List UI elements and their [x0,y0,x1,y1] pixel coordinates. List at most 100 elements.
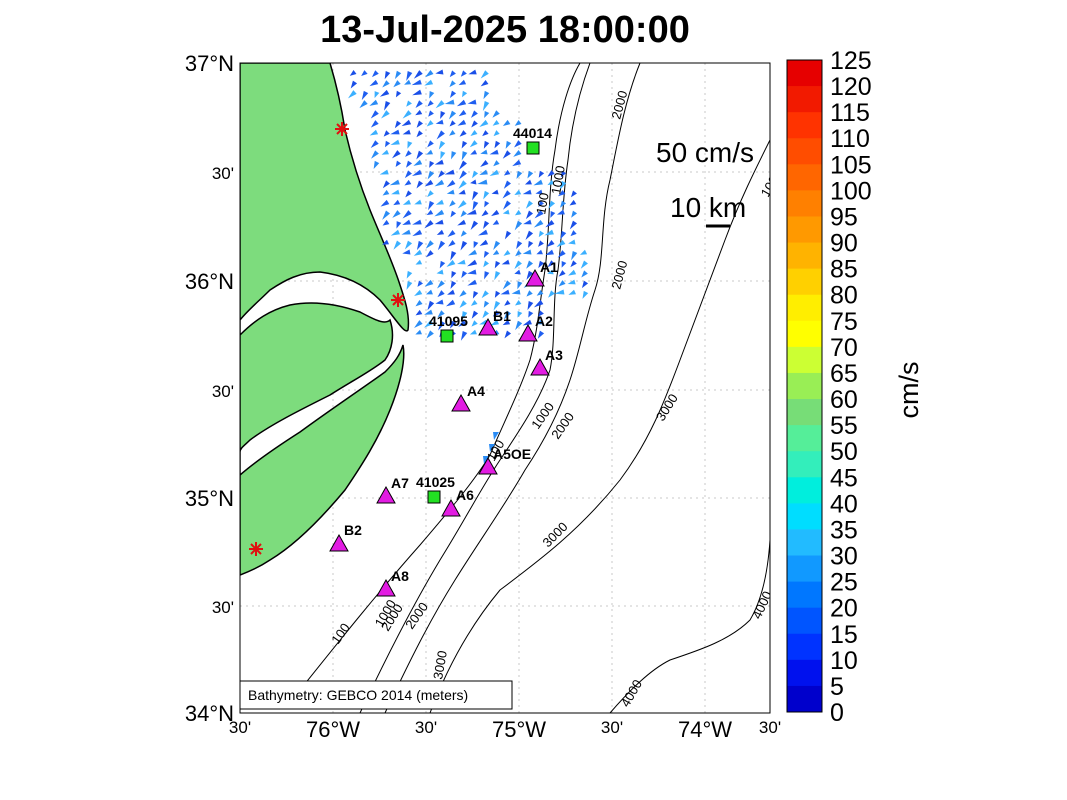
current-vector [390,129,400,135]
current-vector [472,190,479,201]
current-vector [494,260,501,269]
station-label: 41095 [429,313,468,329]
current-vector [414,199,422,205]
current-vector [481,210,489,217]
mooring-marker[interactable] [329,533,349,552]
current-vector [514,140,522,148]
station-label: A3 [545,347,563,363]
current-vector [435,199,444,205]
colorbar-tick-label: 10 [830,647,858,675]
current-vector [389,179,400,186]
current-vector [493,130,500,137]
current-vector [416,120,424,128]
current-vector [556,209,565,215]
current-vector [570,230,577,237]
current-vector [545,219,555,228]
current-vector [426,120,434,127]
current-vector [560,230,567,240]
current-vector [567,279,576,285]
current-vector [437,280,445,289]
mooring-marker[interactable] [376,578,396,597]
colorbar-tick-label: 100 [830,177,872,205]
current-vector [404,170,412,179]
current-vector [393,199,401,206]
current-vector [384,140,391,148]
lat-tick-labels: 37°N 30' 36°N 30' 35°N 30' 34°N [185,51,234,726]
current-vector [517,310,523,318]
current-vector [436,130,445,140]
mooring-marker[interactable] [451,393,471,412]
current-vector [444,169,455,175]
current-vector [445,299,456,307]
current-vector [393,240,402,250]
current-vector [371,150,379,159]
colorbar-segment [787,346,822,374]
mooring-marker[interactable] [441,498,461,517]
current-vector [492,119,500,126]
current-vector [522,319,532,326]
mooring-marker[interactable] [530,357,550,376]
current-vector [402,219,411,225]
contour-label: 3000 [430,649,450,680]
current-vector [493,160,500,167]
mooring-marker[interactable] [525,268,545,287]
mooring-marker[interactable] [376,485,396,504]
current-vector [467,99,477,105]
colorbar-tick-label: 30 [830,543,858,571]
current-vector [424,79,434,86]
current-vector [415,300,423,307]
current-vector [412,219,422,225]
current-vector [492,219,500,225]
current-vector [483,140,490,149]
mooring-marker[interactable] [478,456,498,475]
current-vector [414,320,423,329]
current-vector [424,309,433,315]
current-vector [424,220,434,229]
buoy-marker[interactable] [526,141,540,155]
current-vector [571,210,578,218]
current-vector [558,280,566,287]
current-vector [514,299,522,306]
current-vector [538,260,545,269]
current-vector [502,150,511,159]
current-vector [349,69,357,76]
current-vector [538,240,544,247]
current-vector [525,200,533,209]
buoy-marker[interactable] [427,490,441,504]
current-vector [451,151,457,160]
current-vector [470,300,478,306]
current-vector [382,189,390,196]
colorbar-frame [786,59,823,713]
current-vector [382,239,390,245]
contour-label: 2000 [608,89,630,121]
colorbar-tick-label: 95 [830,203,858,231]
lat-tick: 30' [212,598,234,617]
colorbar-segment [787,60,822,87]
current-vector [434,219,444,225]
current-vector [383,130,390,137]
current-vector [406,160,413,168]
lat-tick: 30' [212,164,234,183]
current-vector [449,130,456,136]
current-vector [411,79,422,86]
current-vector [557,189,566,197]
current-vector [547,269,554,275]
current-vector [413,159,423,166]
contour-label: 1000 [548,164,568,195]
station-label: A2 [535,313,553,329]
mooring-marker[interactable] [518,323,538,342]
current-vector [425,240,434,249]
current-vector [427,100,434,107]
current-vector [416,180,424,189]
current-vector [392,150,401,159]
contour-label: 100 [533,192,552,216]
buoy-marker[interactable] [440,329,454,343]
current-vector [544,229,554,236]
current-vector [473,241,479,249]
colorbar-segment [787,372,822,400]
mooring-marker[interactable] [478,317,498,336]
contour-4000 [609,539,770,713]
current-vector [581,270,588,278]
distance-scale-label: 10 km [670,192,746,223]
current-vector [382,80,390,88]
